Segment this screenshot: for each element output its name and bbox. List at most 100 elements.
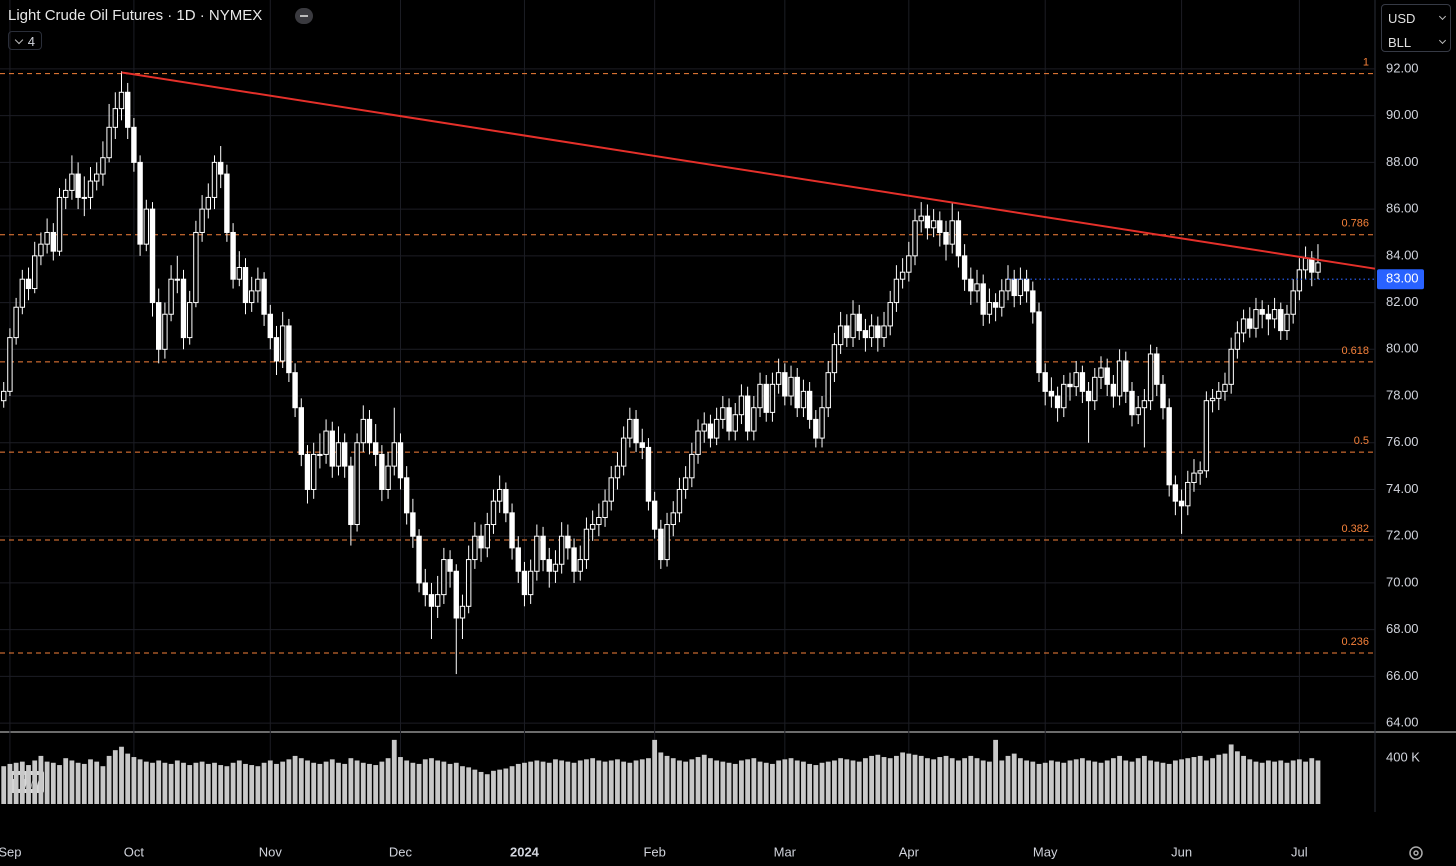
volume-bar [677,760,682,804]
candle-body [335,442,342,467]
volume-bar [491,770,496,804]
candle-body [534,535,540,572]
candle-body [682,477,689,490]
candle-body [583,528,590,561]
candle-body [56,196,63,252]
volume-bar [714,760,720,804]
volume-bar [974,758,980,804]
candle-body [168,278,174,315]
candle-body [837,325,844,346]
candle-body [596,517,602,526]
volume-bar [205,763,211,804]
volume-bar [1011,753,1017,804]
candle-body [1048,390,1055,397]
candle-body [639,442,645,448]
candle-body [819,407,825,439]
candle-body [602,500,608,519]
volume-bar [410,762,416,804]
volume-bar [249,765,255,804]
x-tick-label: Oct [124,844,145,859]
volume-bar [1172,760,1178,804]
candle-body [825,372,831,409]
candle-body [1197,470,1203,474]
candle-body [980,283,986,315]
indicators-toggle[interactable]: 4 [8,31,42,50]
candle-body [1073,372,1079,388]
volume-bar [26,765,31,804]
volume-bar [763,762,769,804]
volume-bar [1005,755,1011,804]
currency[interactable]: USD [1388,11,1416,26]
candle-body [738,395,745,416]
candle-body [1191,472,1197,483]
candle-body [224,173,230,233]
candle-body [546,559,552,572]
candle-body [143,208,150,245]
volume-bar [484,774,490,804]
candle-body [800,390,807,409]
candle-body [193,231,199,304]
volume-bar [515,763,521,804]
volume-bar [1315,760,1321,804]
hide-button[interactable] [295,8,313,24]
volume-bar [1203,760,1209,804]
candle-body [329,430,335,467]
volume-bar [137,759,143,804]
candle-body [211,161,218,198]
candle-body [1209,397,1216,402]
candle-body [25,278,32,290]
x-tick-label: Jul [1291,844,1308,859]
volume-bar [590,758,596,804]
volume-bar [1098,762,1104,804]
volume-bar [559,760,565,804]
volume-bar [1123,760,1129,804]
volume-bar [466,767,472,804]
y-tick-label: 76.00 [1386,434,1419,449]
volume-bar [379,761,385,804]
candle-body [620,437,627,467]
candle-body [397,442,404,479]
volume-bar [218,765,224,804]
candle-body [974,283,980,292]
volume-bar [131,757,137,804]
volume-bar [199,761,205,804]
y-tick-label: 74.00 [1386,481,1419,496]
volume-bar [274,763,279,804]
candle-body [1135,407,1141,416]
candle-body [664,524,670,561]
settings-icon[interactable] [1409,846,1423,860]
candle-body [1129,390,1135,416]
volume-bar [664,755,670,804]
candle-body [782,372,788,397]
volume-bar [460,766,465,804]
candle-body [813,418,819,439]
candle-body [292,372,298,409]
candle-body [1141,400,1148,409]
candle-body [286,325,292,374]
candle-body [1147,353,1154,402]
volume-bar [1278,760,1284,804]
volume-bar [94,761,100,804]
volume-bar [1160,762,1166,804]
candle-body [304,453,311,490]
x-tick-label: Nov [259,844,283,859]
volume-bar [683,761,689,804]
candle-body [943,231,949,245]
currency-selector[interactable]: USD BLL [1381,4,1451,52]
unit[interactable]: BLL [1388,35,1412,50]
candle-body [1042,372,1048,392]
candle-body [794,376,800,409]
volume-bar [1210,758,1215,804]
volume-bar [708,758,713,804]
volume-bar [435,760,441,804]
candle-body [1222,383,1228,392]
candle-body [831,344,838,374]
x-tick-label: Dec [389,844,413,859]
candle-body [279,325,286,362]
volume-bar [1141,755,1147,804]
volume-bar [776,760,782,804]
volume-bar [732,763,738,804]
volume-bar [1296,759,1302,804]
candle-body [875,325,881,339]
